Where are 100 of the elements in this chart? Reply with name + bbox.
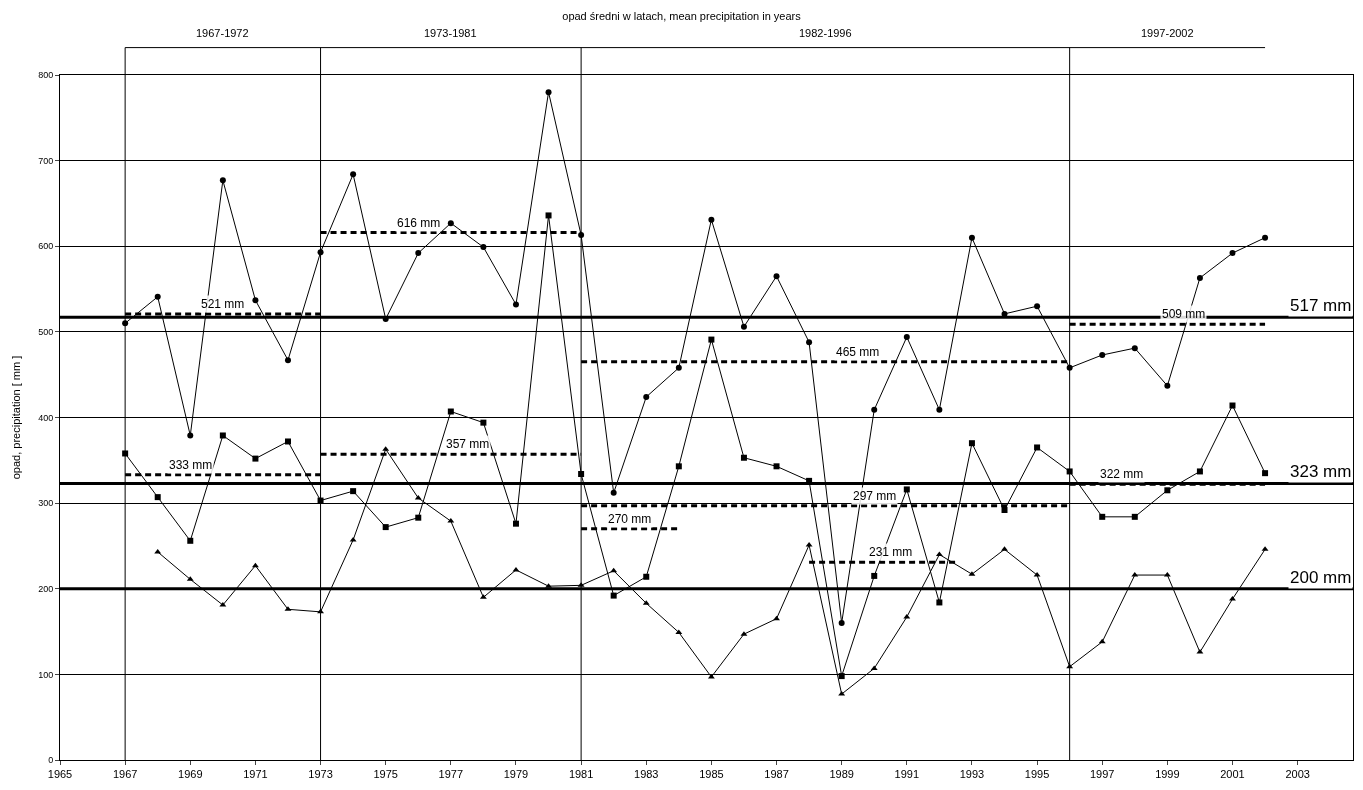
annotation: 465 mm <box>836 345 880 359</box>
annotation: 322 mm <box>1100 467 1144 481</box>
x-tick-label: 1969 <box>178 768 203 781</box>
x-tick-label: 1971 <box>243 768 268 781</box>
point <box>512 520 519 527</box>
ref-line-label: 323 mm <box>1290 462 1352 481</box>
annotation: 521 mm <box>201 297 245 311</box>
point <box>1196 274 1203 281</box>
x-tick-label: 1985 <box>699 768 724 781</box>
point <box>708 216 715 223</box>
x-tick-label: 1979 <box>503 768 529 781</box>
point <box>871 572 878 579</box>
x-tick-label: 1989 <box>829 768 854 781</box>
point <box>643 573 650 580</box>
point <box>350 171 357 178</box>
x-tick-label: 1965 <box>47 768 73 781</box>
point <box>284 438 291 445</box>
point <box>284 357 291 364</box>
y-tick-label: 300 <box>38 498 54 509</box>
x-tick-label: 2003 <box>1285 768 1310 781</box>
x-tick-label: 1999 <box>1155 768 1180 781</box>
x-tick-label: 1973 <box>308 768 333 781</box>
y-axis-title: opad, precipitation [ mm ] <box>9 355 22 480</box>
point <box>1099 351 1106 358</box>
point <box>903 334 910 341</box>
x-tick-label: 1993 <box>959 768 985 781</box>
point <box>806 339 813 346</box>
point <box>251 562 259 568</box>
y-tick-label: 400 <box>38 412 54 423</box>
annotation: 616 mm <box>397 216 441 230</box>
point <box>838 673 845 680</box>
point <box>903 486 910 493</box>
y-tick-label: 700 <box>38 155 54 166</box>
point <box>871 406 878 413</box>
x-tick-label: 1987 <box>764 768 789 781</box>
point <box>219 177 226 184</box>
annotation: 297 mm <box>853 489 897 503</box>
text: 1997-2002 <box>1141 27 1194 39</box>
point <box>1099 513 1106 520</box>
point <box>187 432 194 439</box>
x-tick-label: 1977 <box>438 768 464 781</box>
x-tick-label: 1995 <box>1024 768 1050 781</box>
point <box>773 463 780 470</box>
annotation: 231 mm <box>869 545 913 559</box>
point <box>708 336 715 343</box>
y-tick-label: 800 <box>38 70 54 81</box>
annotation: 509 mm <box>1162 307 1206 321</box>
x-tick-label: 1997 <box>1089 768 1115 781</box>
point <box>610 592 617 599</box>
point <box>480 244 487 251</box>
annotation: 333 mm <box>169 458 213 472</box>
annotation: 357 mm <box>446 437 490 451</box>
point <box>740 454 747 461</box>
point <box>415 514 422 521</box>
point <box>1001 546 1008 551</box>
x-tick-label: 1981 <box>568 768 594 781</box>
point <box>154 293 161 300</box>
point <box>219 432 226 439</box>
x-tick-label: 1991 <box>894 768 920 781</box>
annotation: 270 mm <box>608 512 652 526</box>
point <box>187 537 194 544</box>
point <box>1262 470 1269 477</box>
point <box>154 494 161 501</box>
y-tick-label: 0 <box>48 755 54 766</box>
ref-line-label: 517 mm <box>1290 296 1352 315</box>
point <box>1034 303 1041 310</box>
y-tick-label: 200 <box>38 583 54 594</box>
point <box>740 323 747 330</box>
point <box>1229 402 1236 409</box>
point <box>1034 444 1041 451</box>
point <box>1164 382 1171 389</box>
text: 1982-1996 <box>799 27 852 39</box>
x-tick-label: 1983 <box>634 768 659 781</box>
point <box>1196 468 1203 475</box>
point <box>415 250 422 257</box>
point <box>252 297 259 304</box>
text: 1973-1981 <box>424 27 477 39</box>
point <box>838 620 845 626</box>
point <box>447 220 454 227</box>
point <box>1229 596 1236 601</box>
ref-line-label: 200 mm <box>1290 568 1352 587</box>
point <box>1229 250 1236 257</box>
point <box>675 364 682 371</box>
x-tick-label: 1967 <box>112 768 138 781</box>
point <box>610 489 617 496</box>
point <box>1262 234 1269 241</box>
chart-title: opad średni w latach, mean precipitation in years <box>562 9 802 22</box>
point <box>480 419 487 426</box>
x-tick-label: 2001 <box>1220 768 1245 781</box>
point <box>447 408 454 415</box>
point <box>675 463 682 470</box>
point <box>382 524 389 531</box>
point <box>545 212 552 219</box>
point <box>1164 487 1171 494</box>
y-tick-label: 600 <box>38 241 54 252</box>
point <box>1131 345 1138 352</box>
point <box>350 488 357 495</box>
point <box>1001 506 1008 513</box>
point <box>936 599 943 606</box>
point <box>968 234 975 241</box>
